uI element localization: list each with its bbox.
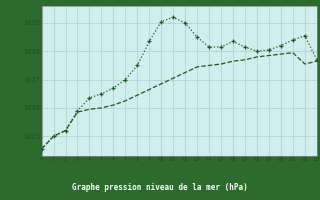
Text: Graphe pression niveau de la mer (hPa): Graphe pression niveau de la mer (hPa) (72, 184, 248, 192)
